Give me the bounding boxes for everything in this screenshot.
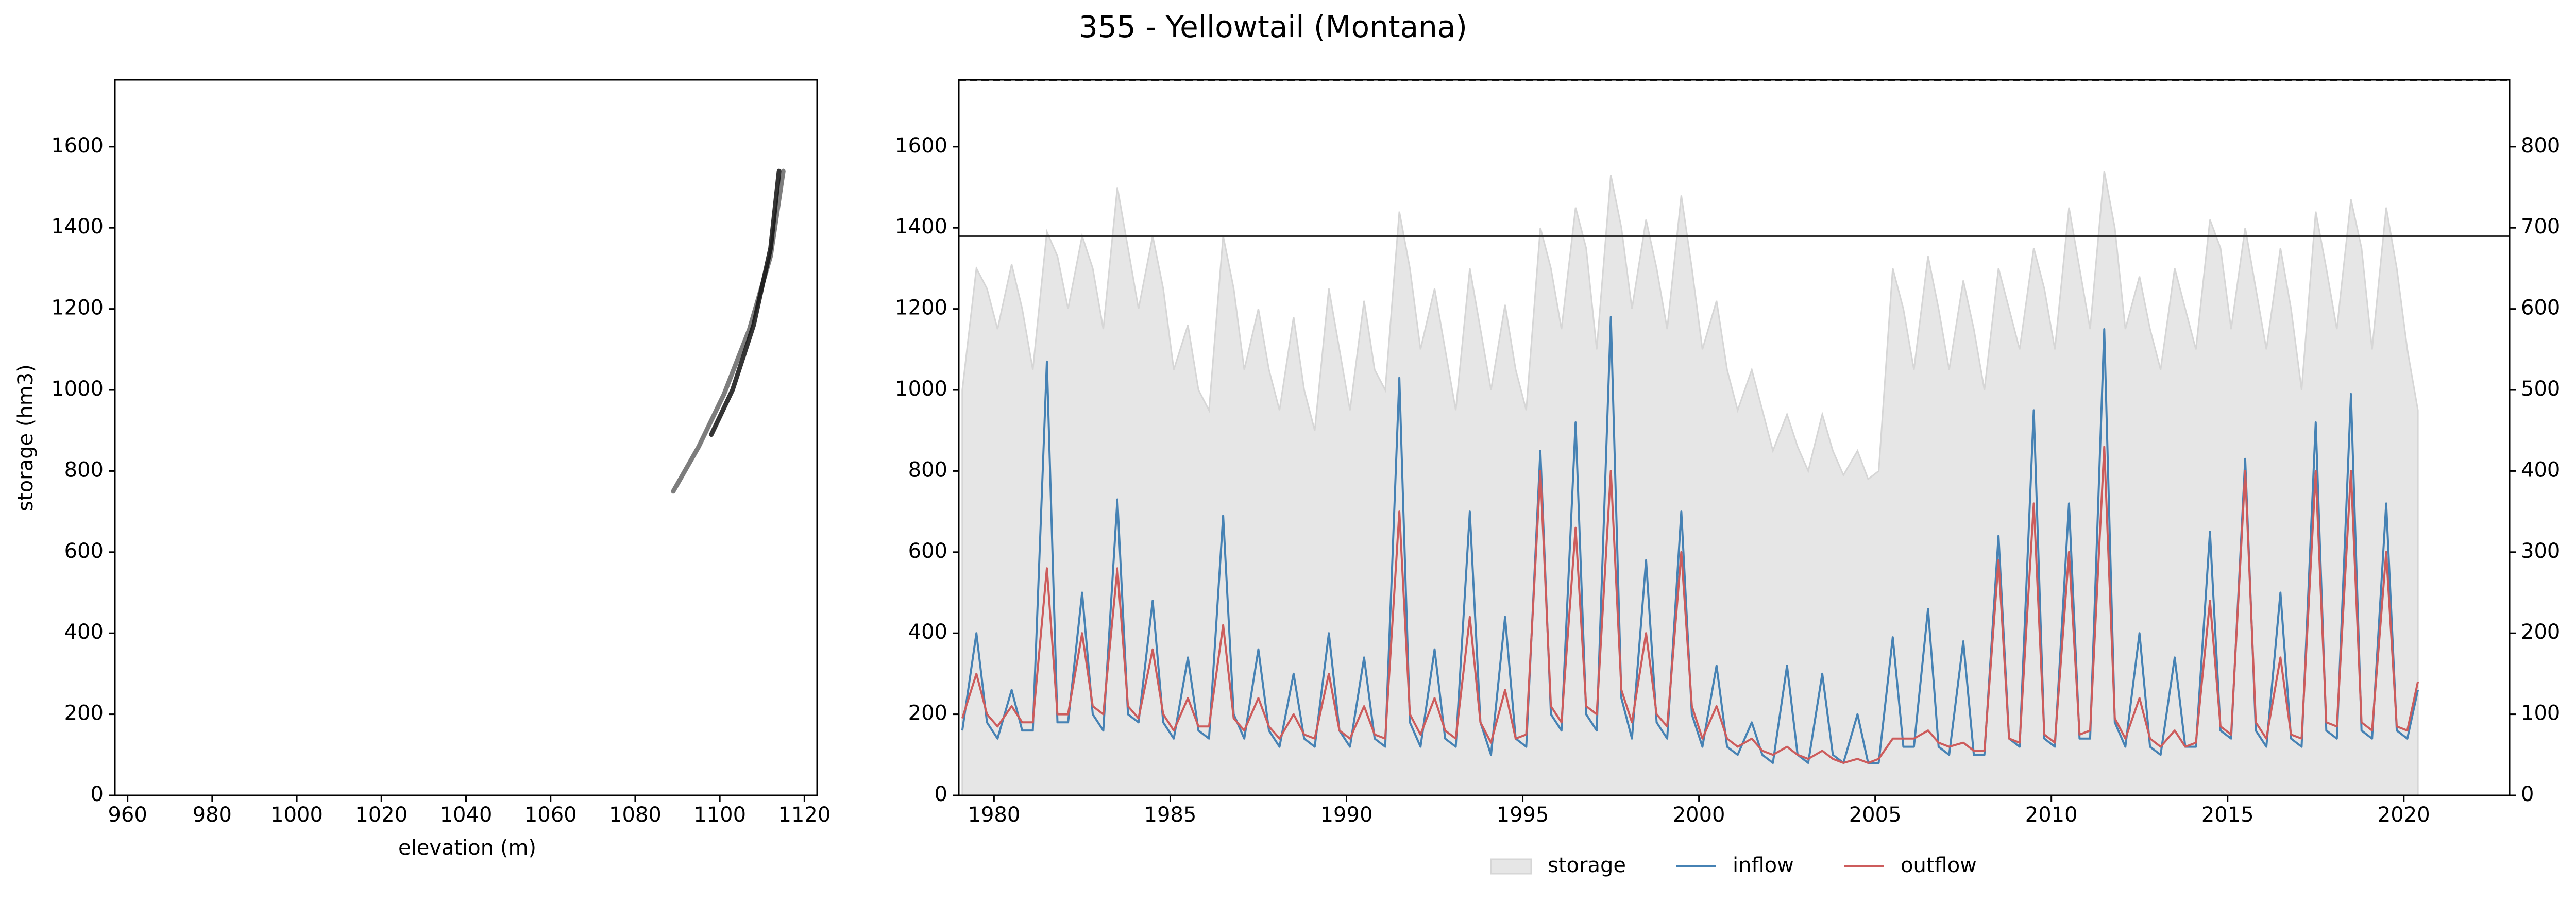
- inflow-line: [961, 316, 2419, 764]
- y2-tick-label: 700: [2521, 215, 2560, 239]
- x-tick-label: 980: [193, 803, 232, 827]
- y-tick-label: 600: [64, 539, 104, 563]
- y2-tick-label: 800: [2521, 134, 2560, 158]
- y2-tick-label: 400: [2521, 458, 2560, 482]
- y-tick-label: 600: [908, 539, 947, 563]
- x-tick-label: 1020: [355, 803, 408, 827]
- x-tick-label: 2000: [1673, 803, 1725, 827]
- curve: [709, 168, 782, 437]
- chart-title: 355 - Yellowtail (Montana): [1079, 9, 1467, 44]
- y-tick-label: 0: [935, 782, 947, 806]
- outflow-line: [961, 446, 2419, 764]
- y2-tick-label: 0: [2521, 782, 2534, 806]
- axes-frame: [114, 79, 818, 796]
- plot-area: [671, 168, 786, 494]
- y2-axis-label: flow (m3/s): [2573, 380, 2576, 496]
- x-tick-label: 2015: [2201, 803, 2254, 827]
- y-tick-label: 800: [908, 458, 947, 482]
- x-tick-label: 1120: [778, 803, 831, 827]
- y-tick-label: 1200: [51, 296, 104, 320]
- y-axis-label: storage (hm3): [14, 364, 38, 512]
- plot-area: [959, 80, 2510, 795]
- y-tick-label: 1000: [895, 377, 947, 401]
- curve: [671, 168, 786, 494]
- x-tick-label: 1080: [609, 803, 662, 827]
- storage-area: [961, 171, 2419, 795]
- x-tick-label: 1040: [440, 803, 493, 827]
- y-tick-label: 1400: [895, 215, 947, 239]
- y2-tick-label: 200: [2521, 620, 2560, 644]
- x-tick-label: 2020: [2378, 803, 2430, 827]
- x-tick-label: 1000: [270, 803, 323, 827]
- y2-tick-label: 600: [2521, 296, 2560, 320]
- x-tick-label: 960: [108, 803, 147, 827]
- x-axis-label: elevation (m): [398, 836, 536, 860]
- y-tick-label: 800: [64, 458, 104, 482]
- y-tick-label: 400: [908, 620, 947, 644]
- x-tick-label: 1060: [524, 803, 577, 827]
- y-tick-label: 1000: [51, 377, 104, 401]
- x-tick-label: 1995: [1497, 803, 1549, 827]
- y-tick-label: 1200: [895, 296, 947, 320]
- x-tick-label: 1100: [693, 803, 746, 827]
- y-tick-label: 200: [64, 702, 104, 725]
- y2-tick-label: 300: [2521, 539, 2560, 563]
- x-tick-label: 1990: [1320, 803, 1373, 827]
- legend-swatch: [1490, 858, 1532, 875]
- y-tick-label: 1600: [895, 134, 947, 158]
- axes-frame: [958, 79, 2511, 796]
- y-tick-label: 1400: [51, 215, 104, 239]
- x-tick-label: 1980: [968, 803, 1021, 827]
- legend-label: inflow: [1733, 854, 1794, 877]
- y-tick-label: 1600: [51, 134, 104, 158]
- y-tick-label: 200: [908, 702, 947, 725]
- legend-label: storage: [1548, 854, 1626, 877]
- legend-label: outflow: [1901, 854, 1977, 877]
- y-tick-label: 0: [91, 782, 104, 806]
- y2-tick-label: 500: [2521, 377, 2560, 401]
- x-tick-label: 2005: [1849, 803, 1902, 827]
- y2-tick-label: 100: [2521, 702, 2560, 725]
- y-tick-label: 400: [64, 620, 104, 644]
- x-tick-label: 1985: [1144, 803, 1197, 827]
- x-tick-label: 2010: [2025, 803, 2078, 827]
